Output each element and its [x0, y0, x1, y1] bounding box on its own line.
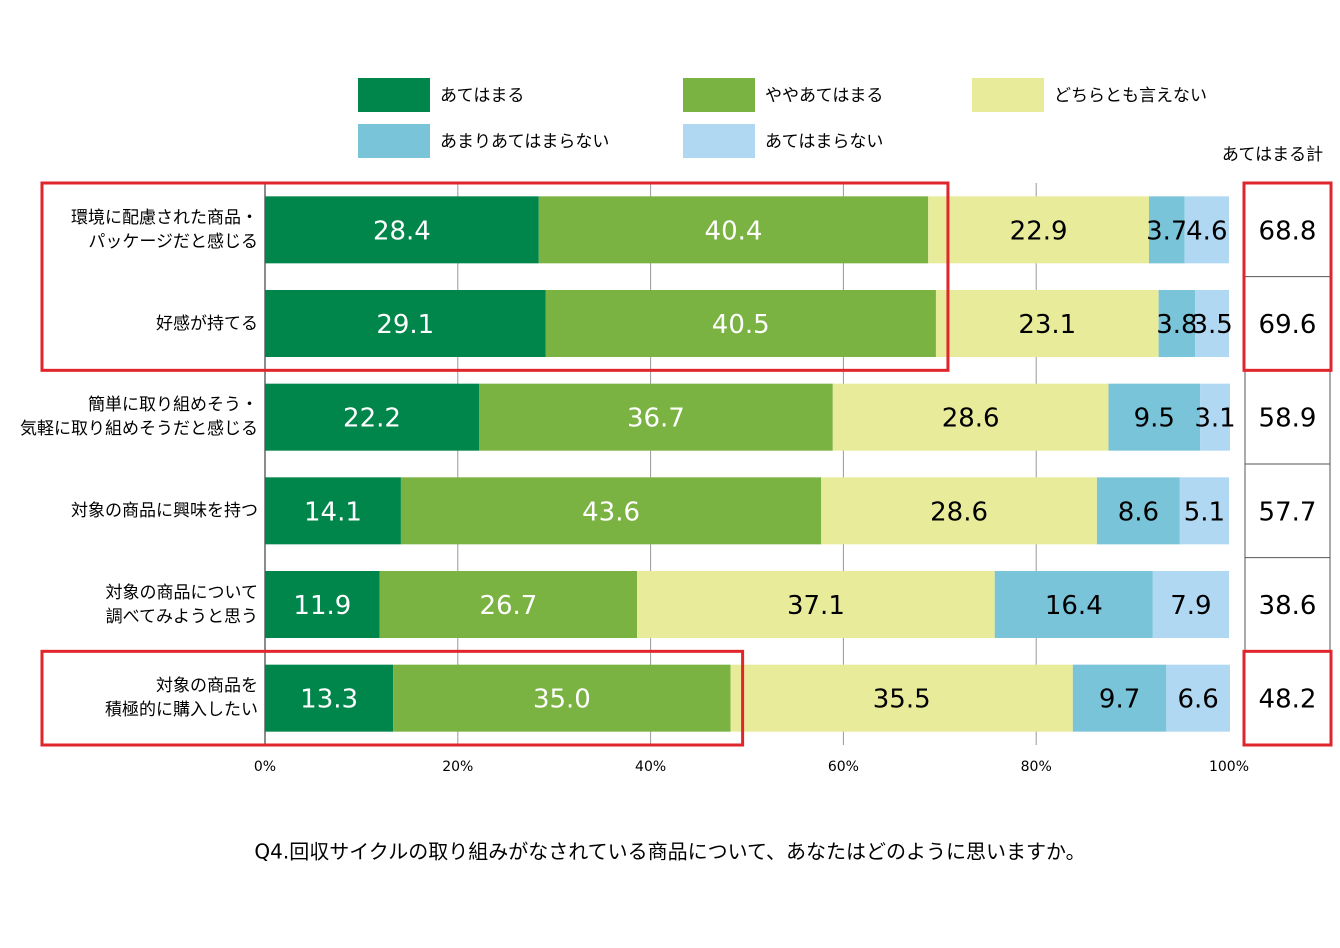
x-tick-label: 20%: [442, 759, 473, 775]
data-label: 3.5: [1191, 310, 1232, 340]
x-tick-label: 100%: [1209, 759, 1249, 775]
legend-swatch: [972, 78, 1044, 112]
legend-label: あまりあてはまらない: [440, 132, 609, 152]
category-label: 環境に配慮された商品・ パッケージだと感じる: [71, 207, 258, 252]
legend-label: どちらとも言えない: [1054, 86, 1207, 106]
data-label: 23.1: [1018, 310, 1076, 340]
total-value: 58.9: [1259, 404, 1317, 434]
data-label: 3.7: [1146, 216, 1187, 246]
total-value: 68.8: [1259, 216, 1317, 246]
data-label: 35.5: [873, 685, 931, 715]
data-label: 16.4: [1045, 591, 1103, 621]
category-label: 簡単に取り組めそう・ 気軽に取り組めそうだと感じる: [20, 395, 258, 440]
category-label: 好感が持てる: [156, 313, 258, 334]
data-label: 36.7: [627, 404, 685, 434]
data-label: 9.5: [1134, 404, 1175, 434]
highlight-box: [1242, 649, 1333, 747]
data-label: 35.0: [533, 685, 591, 715]
data-label: 29.1: [376, 310, 434, 340]
bar-segment: [400, 477, 822, 545]
bar-segment: [393, 664, 731, 732]
bar-segment: [821, 477, 1097, 545]
bar-segment: [1096, 477, 1180, 545]
x-tick-label: 40%: [635, 759, 666, 775]
legend-swatch: [683, 78, 755, 112]
highlight-box: [1242, 181, 1333, 372]
bar-segment: [1152, 571, 1229, 638]
data-label: 6.6: [1177, 685, 1218, 715]
x-tick-label: 0%: [254, 759, 276, 775]
data-label: 13.3: [300, 685, 358, 715]
bar-segment: [265, 571, 380, 638]
data-label: 4.6: [1186, 216, 1227, 246]
x-tick-label: 80%: [1021, 759, 1052, 775]
bar-segment: [379, 571, 638, 638]
bar-segment: [637, 571, 995, 638]
data-label: 8.6: [1118, 497, 1159, 527]
bar-segment: [1184, 196, 1229, 264]
data-label: 37.1: [787, 591, 845, 621]
bar-segment: [928, 196, 1149, 264]
data-label: 28.6: [930, 497, 988, 527]
legend-swatch: [358, 78, 430, 112]
bar-segment: [265, 290, 546, 357]
bar-segment: [1148, 196, 1185, 264]
bar-segment: [1166, 664, 1230, 732]
data-label: 7.9: [1170, 591, 1211, 621]
bar-segment: [265, 383, 480, 451]
bar-segment: [935, 290, 1159, 357]
data-label: 22.9: [1010, 216, 1068, 246]
data-label: 28.6: [942, 404, 1000, 434]
legend-label: あてはまる: [440, 86, 524, 106]
bar-segment: [265, 196, 539, 264]
legend-swatch: [358, 124, 430, 158]
bar-segment: [479, 383, 833, 451]
data-label: 22.2: [343, 404, 401, 434]
bar-segment: [832, 383, 1109, 451]
bar-segment: [265, 664, 394, 732]
legend-swatch: [683, 124, 755, 158]
bar-segment: [1200, 383, 1230, 451]
data-label: 14.1: [304, 497, 362, 527]
data-label: 3.1: [1194, 404, 1235, 434]
bar-segment: [1108, 383, 1201, 451]
category-label: 対象の商品を 積極的に購入したい: [105, 676, 258, 721]
bar-segment: [538, 196, 929, 264]
data-label: 28.4: [373, 216, 431, 246]
data-label: 3.8: [1156, 310, 1197, 340]
category-label: 対象の商品について 調べてみようと思う: [105, 582, 259, 627]
data-label: 40.4: [705, 216, 763, 246]
bar-segment: [545, 290, 936, 357]
data-label: 11.9: [293, 591, 351, 621]
data-label: 26.7: [479, 591, 537, 621]
total-value: 38.6: [1259, 591, 1317, 621]
bar-segment: [1179, 477, 1229, 545]
legend-label: ややあてはまる: [765, 86, 883, 106]
x-tick-label: 60%: [828, 759, 859, 775]
legend-label: あてはまらない: [765, 132, 883, 152]
bar-segment: [1158, 290, 1196, 357]
highlight-box: [40, 649, 745, 747]
bar-segment: [994, 571, 1153, 638]
data-label: 40.5: [712, 310, 770, 340]
totals-header: あてはまる計: [1222, 145, 1323, 165]
category-label: 対象の商品に興味を持つ: [71, 500, 258, 521]
total-value: 57.7: [1259, 497, 1317, 527]
highlight-box: [40, 181, 950, 372]
bar-segment: [265, 477, 401, 545]
bar-segment: [1195, 290, 1229, 357]
total-value: 69.6: [1259, 310, 1317, 340]
total-value: 48.2: [1259, 685, 1317, 715]
data-label: 43.6: [582, 497, 640, 527]
caption: Q4.回収サイクルの取り組みがなされている商品について、あなたはどのように思いま…: [254, 840, 1085, 864]
bar-segment: [730, 664, 1073, 732]
bar-segment: [1072, 664, 1167, 732]
data-label: 5.1: [1184, 497, 1225, 527]
data-label: 9.7: [1099, 685, 1140, 715]
